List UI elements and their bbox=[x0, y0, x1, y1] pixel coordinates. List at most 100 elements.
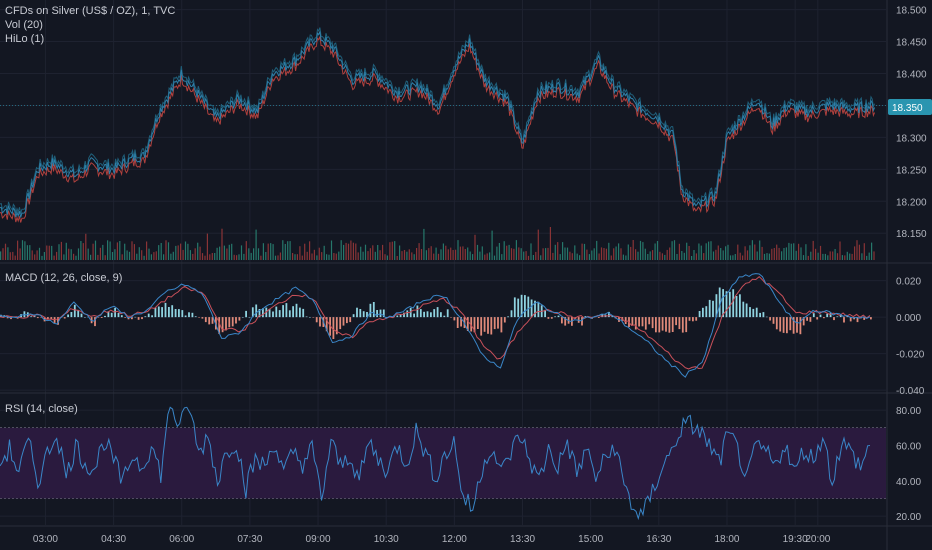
volume-bar bbox=[605, 248, 607, 260]
volume-bar bbox=[666, 249, 668, 260]
macd-hist-bar bbox=[846, 315, 849, 318]
macd-hist-bar bbox=[382, 309, 385, 318]
volume-bar bbox=[513, 248, 515, 260]
macd-hist-bar bbox=[601, 313, 604, 318]
volume-bar bbox=[299, 246, 301, 260]
volume-bar bbox=[107, 240, 109, 260]
macd-hist-bar bbox=[487, 317, 489, 334]
price-line bbox=[0, 31, 876, 218]
macd-hist-bar bbox=[678, 317, 681, 330]
symbol-title[interactable]: CFDs on Silver (US$ / OZ), 1, TVC bbox=[5, 5, 176, 17]
volume-bar bbox=[632, 240, 634, 260]
macd-hist-bar bbox=[107, 311, 110, 318]
volume-bar bbox=[744, 246, 746, 260]
macd-hist-bar bbox=[399, 314, 402, 318]
macd-hist-bar bbox=[359, 309, 362, 318]
macd-hist-bar bbox=[356, 307, 358, 318]
macd-hist-bar bbox=[728, 291, 731, 318]
macd-hist-bar bbox=[342, 317, 345, 326]
volume-bar bbox=[219, 246, 221, 260]
y-tick-label: -0.040 bbox=[896, 386, 925, 397]
macd-hist-bar bbox=[70, 312, 73, 318]
volume-bar bbox=[75, 255, 77, 260]
volume-bar bbox=[77, 248, 80, 260]
macd-hist-bar bbox=[802, 317, 805, 326]
volume-bar bbox=[46, 245, 48, 260]
macd-hist-bar bbox=[490, 317, 493, 335]
macd-hist-bar bbox=[705, 306, 708, 318]
macd-hist-bar bbox=[127, 317, 130, 320]
volume-bar bbox=[63, 254, 65, 260]
macd-hist-bar bbox=[698, 311, 701, 318]
volume-bar bbox=[686, 242, 688, 260]
volume-bar bbox=[618, 243, 620, 260]
volume-bar bbox=[326, 254, 328, 260]
volume-bar bbox=[70, 249, 72, 260]
macd-hist-bar bbox=[695, 317, 698, 321]
volume-bar bbox=[588, 254, 590, 260]
volume-bar bbox=[223, 245, 225, 260]
rsi-legend[interactable]: RSI (14, close) bbox=[5, 403, 78, 415]
y-tick-label: 18.300 bbox=[896, 133, 927, 144]
volume-bar bbox=[615, 246, 617, 260]
volume-bar bbox=[861, 253, 863, 260]
macd-legend[interactable]: MACD (12, 26, close, 9) bbox=[5, 272, 123, 284]
volume-bar bbox=[627, 244, 629, 260]
volume-bar bbox=[557, 242, 559, 260]
volume-bar bbox=[158, 245, 160, 260]
main-legend[interactable]: CFDs on Silver (US$ / OZ), 1, TVC Vol (2… bbox=[5, 4, 175, 46]
volume-bar bbox=[844, 255, 846, 260]
macd-hist-bar bbox=[137, 317, 140, 320]
volume-bar bbox=[525, 251, 527, 260]
hilo-legend[interactable]: HiLo (1) bbox=[5, 33, 45, 45]
macd-hist-bar bbox=[530, 299, 533, 318]
volume-bar bbox=[48, 245, 50, 260]
macd-hist-bar bbox=[349, 317, 352, 323]
volume-bar bbox=[94, 240, 97, 260]
x-tick-label: 20:00 bbox=[805, 534, 830, 545]
macd-hist-bar bbox=[255, 304, 258, 318]
volume-bar bbox=[742, 255, 744, 260]
macd-hist-bar bbox=[517, 298, 520, 318]
volume-bar bbox=[294, 254, 296, 260]
volume-bar bbox=[851, 253, 853, 260]
price-axis[interactable]: 18.50018.45018.40018.35018.30018.25018.2… bbox=[896, 6, 927, 524]
macd-hist-bar bbox=[94, 317, 96, 327]
volume-bar bbox=[749, 245, 751, 260]
volume-bar bbox=[270, 243, 272, 260]
time-axis[interactable]: 03:00 04:30 06:00 07:30 09:00 10:30 12:00 13:30… bbox=[33, 534, 831, 545]
volume-bar bbox=[279, 252, 281, 260]
volume-bar bbox=[172, 251, 174, 260]
volume-bar bbox=[496, 246, 498, 260]
macd-hist-bar bbox=[144, 316, 147, 318]
macd-hist-bar bbox=[631, 317, 634, 326]
volume-bar bbox=[756, 251, 758, 260]
volume-bar bbox=[90, 254, 92, 260]
macd-hist-bar bbox=[268, 309, 271, 318]
macd-hist-bar bbox=[436, 307, 439, 318]
volume-bar bbox=[630, 246, 632, 260]
volume-bar bbox=[678, 243, 680, 260]
volume-bar bbox=[798, 243, 800, 260]
macd-hist-bar bbox=[456, 317, 459, 328]
macd-hist-bar bbox=[839, 314, 842, 318]
volume-bar bbox=[829, 251, 831, 260]
volume-bar bbox=[508, 244, 510, 260]
volume-bar bbox=[598, 253, 600, 260]
volume-bar bbox=[472, 254, 474, 260]
volume-bar bbox=[292, 253, 294, 260]
volume-bar bbox=[802, 255, 805, 260]
macd-hist-bar bbox=[745, 303, 748, 318]
volume-bar bbox=[688, 246, 690, 260]
macd-hist-bar bbox=[416, 305, 419, 318]
volume-bar bbox=[549, 227, 551, 260]
macd-hist-bar bbox=[174, 309, 177, 318]
volume-bar bbox=[805, 244, 807, 260]
macd-hist-bar bbox=[352, 314, 355, 318]
volume-legend[interactable]: Vol (20) bbox=[5, 19, 43, 31]
x-tick-label: 09:00 bbox=[306, 534, 331, 545]
volume-bar bbox=[498, 243, 500, 260]
macd-hist-bar bbox=[739, 294, 741, 318]
macd-hist-bar bbox=[157, 306, 160, 318]
